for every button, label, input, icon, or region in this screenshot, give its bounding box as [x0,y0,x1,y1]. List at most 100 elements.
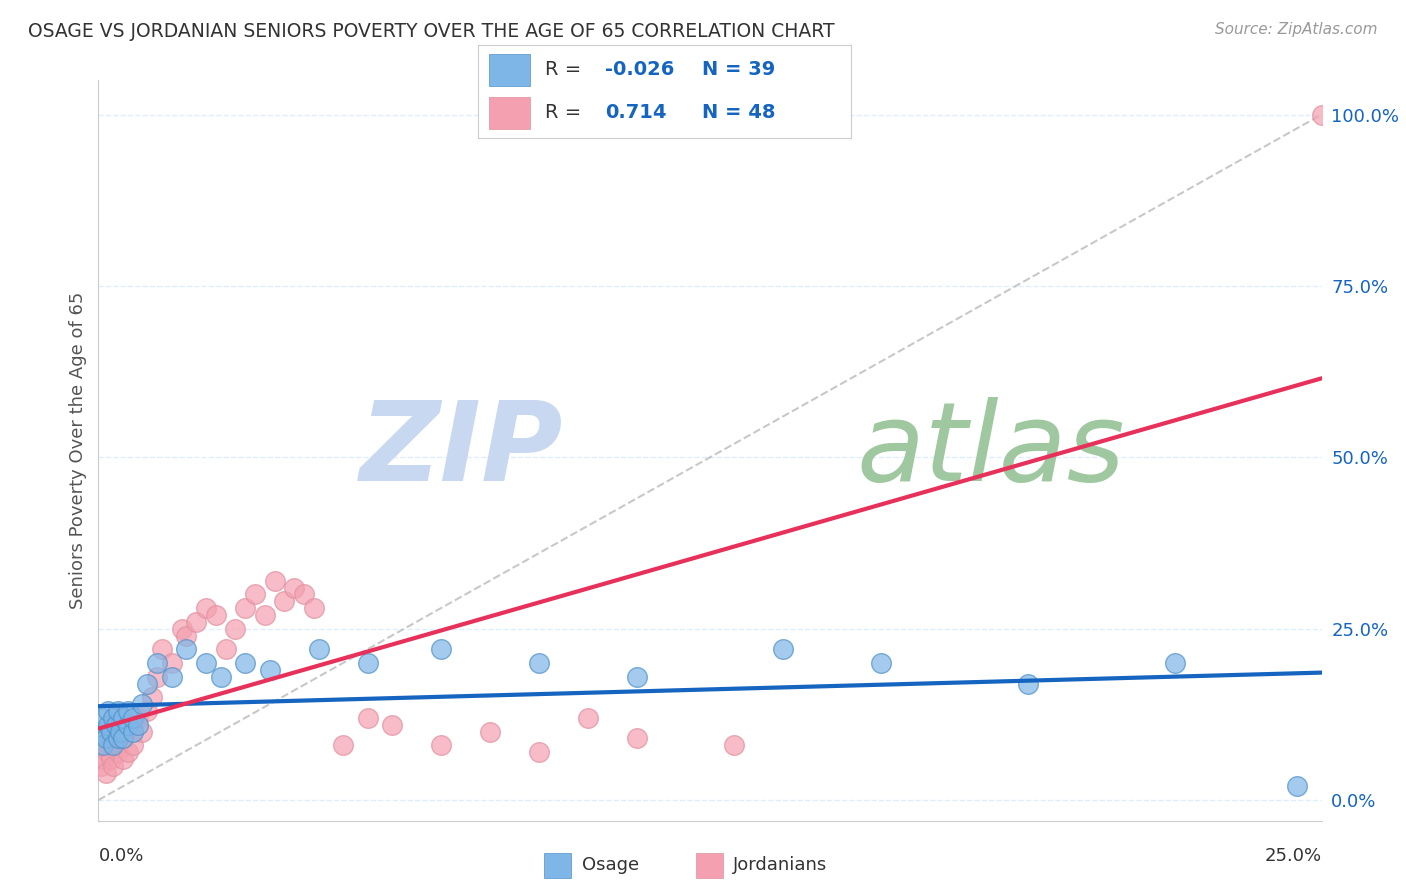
Point [121,711,143,725]
Point [214,642,236,657]
Text: R =: R = [546,61,588,79]
Point [381,717,404,731]
Point [91,752,114,766]
Point [101,711,124,725]
Point [243,587,266,601]
Point [94,731,117,746]
Point [356,711,378,725]
Point [233,601,256,615]
Point [723,738,745,752]
Y-axis label: Seniors Poverty Over the Age of 65: Seniors Poverty Over the Age of 65 [69,292,87,609]
Point [100,752,122,766]
Point [127,711,149,725]
Point [131,697,153,711]
Point [107,745,129,759]
Point [1310,107,1333,121]
Point [121,724,143,739]
Point [430,642,453,657]
Point [772,642,794,657]
Point [292,587,315,601]
Point [205,607,228,622]
Text: atlas: atlas [856,397,1125,504]
Point [253,607,276,622]
Point [107,704,129,718]
Point [107,738,129,752]
Point [111,752,134,766]
Text: ZIP: ZIP [360,397,564,504]
Point [90,724,112,739]
Point [107,731,129,746]
Point [626,731,648,746]
Point [131,724,153,739]
Bar [489,54,530,86]
Point [1286,780,1309,794]
Text: 0.714: 0.714 [605,103,666,122]
Point [176,629,198,643]
Point [146,656,169,670]
Point [90,759,112,773]
Point [160,670,183,684]
Point [302,601,325,615]
Point [1164,656,1187,670]
Point [136,676,159,690]
Text: 0.0%: 0.0% [98,847,143,865]
Point [308,642,330,657]
Point [209,670,232,684]
Point [101,724,124,739]
Text: -0.026: -0.026 [605,61,673,79]
Point [259,663,281,677]
Text: OSAGE VS JORDANIAN SENIORS POVERTY OVER THE AGE OF 65 CORRELATION CHART: OSAGE VS JORDANIAN SENIORS POVERTY OVER … [28,22,835,41]
Point [146,670,169,684]
Point [356,656,378,670]
Text: N = 39: N = 39 [702,61,775,79]
Point [94,765,117,780]
Point [101,738,124,752]
Point [117,717,139,731]
Point [1017,676,1039,690]
Point [91,738,114,752]
Point [478,724,501,739]
Bar [696,853,723,878]
Point [224,622,246,636]
Point [136,704,159,718]
Point [97,745,120,759]
Point [104,717,127,731]
Point [626,670,648,684]
Point [170,622,193,636]
Point [97,717,120,731]
Point [110,724,132,739]
Point [870,656,893,670]
Point [91,711,114,725]
Point [121,717,143,731]
Point [176,642,198,657]
Point [111,731,134,746]
Point [527,745,550,759]
Point [150,642,173,657]
Point [283,581,305,595]
Point [117,704,139,718]
Point [273,594,295,608]
Point [195,601,218,615]
Point [186,615,208,629]
Point [100,724,122,739]
Point [97,731,120,746]
Point [111,731,134,746]
Point [121,738,143,752]
Text: Source: ZipAtlas.com: Source: ZipAtlas.com [1215,22,1378,37]
Point [117,745,139,759]
Point [263,574,285,588]
Text: 25.0%: 25.0% [1264,847,1322,865]
Point [576,711,599,725]
Point [91,738,114,752]
Point [430,738,453,752]
Point [195,656,218,670]
Text: N = 48: N = 48 [702,103,775,122]
Text: Jordanians: Jordanians [734,856,828,874]
Point [97,704,120,718]
Point [233,656,256,670]
Bar [544,853,571,878]
Point [127,717,149,731]
Text: Osage: Osage [582,856,638,874]
Point [332,738,354,752]
Point [101,759,124,773]
